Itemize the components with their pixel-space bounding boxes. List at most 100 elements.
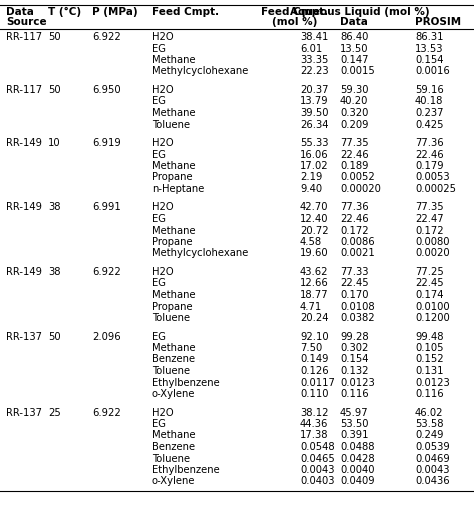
Text: 18.77: 18.77 [300,290,328,300]
Text: Methane: Methane [152,225,196,236]
Text: 13.53: 13.53 [415,43,444,54]
Text: Propane: Propane [152,301,192,312]
Text: 0.154: 0.154 [340,355,368,364]
Text: 0.320: 0.320 [340,108,368,118]
Text: 22.46: 22.46 [340,214,369,224]
Text: EG: EG [152,97,166,106]
Text: 9.40: 9.40 [300,184,322,194]
Text: 0.0488: 0.0488 [340,442,374,452]
Text: 45.97: 45.97 [340,407,369,417]
Text: 92.10: 92.10 [300,332,328,341]
Text: Ethylbenzene: Ethylbenzene [152,378,220,387]
Text: 0.116: 0.116 [415,389,444,399]
Text: 0.189: 0.189 [340,161,368,171]
Text: 0.152: 0.152 [415,355,444,364]
Text: 10: 10 [48,138,61,148]
Text: 0.1200: 0.1200 [415,313,450,323]
Text: 6.922: 6.922 [92,32,121,42]
Text: Benzene: Benzene [152,355,195,364]
Text: 19.60: 19.60 [300,248,328,259]
Text: 20.37: 20.37 [300,85,328,95]
Text: 55.33: 55.33 [300,138,328,148]
Text: 0.172: 0.172 [415,225,444,236]
Text: Methane: Methane [152,430,196,440]
Text: 53.50: 53.50 [340,419,368,429]
Text: 0.0043: 0.0043 [300,465,335,475]
Text: 6.950: 6.950 [92,85,120,95]
Text: 0.126: 0.126 [300,366,328,376]
Text: 0.116: 0.116 [340,389,369,399]
Text: 0.172: 0.172 [340,225,369,236]
Text: 0.0040: 0.0040 [340,465,374,475]
Text: 0.209: 0.209 [340,120,368,129]
Text: 22.47: 22.47 [415,214,444,224]
Text: EG: EG [152,419,166,429]
Text: 40.18: 40.18 [415,97,443,106]
Text: 4.71: 4.71 [300,301,322,312]
Text: 42.70: 42.70 [300,202,328,213]
Text: RR-137: RR-137 [6,407,42,417]
Text: H2O: H2O [152,267,173,277]
Text: 0.174: 0.174 [415,290,444,300]
Text: Propane: Propane [152,173,192,182]
Text: H2O: H2O [152,85,173,95]
Text: 38: 38 [48,202,61,213]
Text: 4.58: 4.58 [300,237,322,247]
Text: 0.0053: 0.0053 [415,173,450,182]
Text: 6.01: 6.01 [300,43,322,54]
Text: 0.0086: 0.0086 [340,237,374,247]
Text: Toluene: Toluene [152,366,190,376]
Text: 22.46: 22.46 [415,150,444,159]
Text: 86.31: 86.31 [415,32,444,42]
Text: RR-149: RR-149 [6,267,42,277]
Text: 0.0539: 0.0539 [415,442,450,452]
Text: RR-117: RR-117 [6,85,42,95]
Text: Methylcyclohexane: Methylcyclohexane [152,248,248,259]
Text: 0.170: 0.170 [340,290,368,300]
Text: 0.0403: 0.0403 [300,476,335,486]
Text: H2O: H2O [152,32,173,42]
Text: 0.0123: 0.0123 [415,378,450,387]
Text: 0.0052: 0.0052 [340,173,375,182]
Text: (mol %): (mol %) [272,17,318,27]
Text: 77.35: 77.35 [340,138,369,148]
Text: PROSIM: PROSIM [415,17,461,27]
Text: RR-137: RR-137 [6,332,42,341]
Text: 25: 25 [48,407,61,417]
Text: 0.0409: 0.0409 [340,476,374,486]
Text: 0.237: 0.237 [415,108,444,118]
Text: 0.132: 0.132 [340,366,368,376]
Text: Feed Cmpt.: Feed Cmpt. [262,7,328,17]
Text: T (°C): T (°C) [48,7,81,17]
Text: Feed Cmpt.: Feed Cmpt. [152,7,219,17]
Text: 6.922: 6.922 [92,267,121,277]
Text: 50: 50 [48,85,61,95]
Text: 6.991: 6.991 [92,202,121,213]
Text: Aqueous Liquid (mol %): Aqueous Liquid (mol %) [291,7,430,17]
Text: 2.19: 2.19 [300,173,322,182]
Text: 59.30: 59.30 [340,85,368,95]
Text: 0.0436: 0.0436 [415,476,450,486]
Text: Toluene: Toluene [152,313,190,323]
Text: 0.302: 0.302 [340,343,368,353]
Text: EG: EG [152,278,166,289]
Text: 0.0108: 0.0108 [340,301,374,312]
Text: 39.50: 39.50 [300,108,328,118]
Text: 38: 38 [48,267,61,277]
Text: 0.154: 0.154 [415,55,444,65]
Text: 59.16: 59.16 [415,85,444,95]
Text: 0.0043: 0.0043 [415,465,449,475]
Text: 77.25: 77.25 [415,267,444,277]
Text: 22.23: 22.23 [300,66,328,77]
Text: 22.45: 22.45 [340,278,369,289]
Text: 0.425: 0.425 [415,120,444,129]
Text: 0.0020: 0.0020 [415,248,450,259]
Text: 6.922: 6.922 [92,407,121,417]
Text: Propane: Propane [152,237,192,247]
Text: EG: EG [152,332,166,341]
Text: 53.58: 53.58 [415,419,444,429]
Text: 0.0382: 0.0382 [340,313,374,323]
Text: 17.38: 17.38 [300,430,328,440]
Text: 38.41: 38.41 [300,32,328,42]
Text: 46.02: 46.02 [415,407,444,417]
